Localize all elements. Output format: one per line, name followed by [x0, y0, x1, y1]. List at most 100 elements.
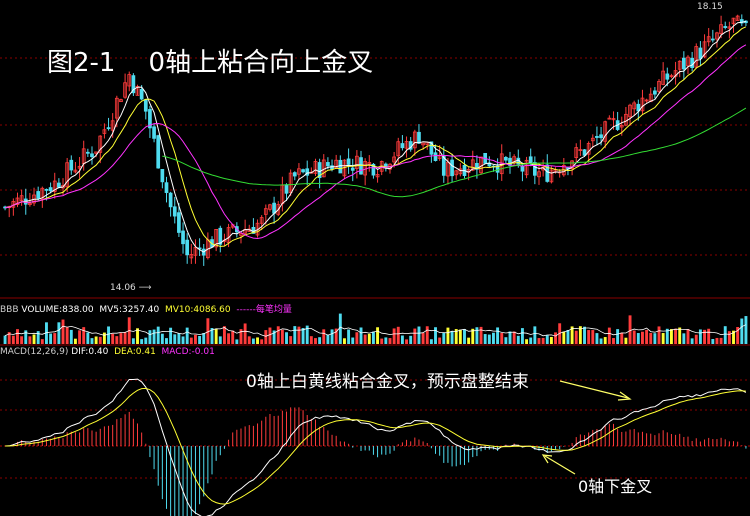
candle-body — [677, 60, 682, 70]
volume-bar — [235, 339, 239, 344]
candle-body — [19, 195, 24, 201]
candle-body — [263, 208, 268, 215]
candle-body — [218, 227, 223, 245]
volume-bar — [740, 318, 744, 344]
candle-body — [595, 136, 599, 138]
volume-bar — [123, 332, 127, 344]
volume-bar — [227, 333, 231, 344]
volume-ma5-line — [4, 324, 747, 337]
candle-body — [532, 162, 537, 176]
volume-panel-label: BBB VOLUME:838.00 MV5:3257.40 MV10:4086.… — [0, 302, 292, 315]
candle-body — [723, 26, 728, 28]
volume-bar — [268, 327, 272, 344]
candle-body — [549, 169, 554, 183]
candle-body — [48, 187, 53, 192]
candle-body — [404, 141, 409, 149]
volume-bar — [371, 331, 375, 344]
volume-bar — [653, 333, 657, 344]
arrow-upper-annotation — [559, 380, 629, 399]
candle-body — [268, 204, 272, 210]
volume-bar — [429, 339, 433, 344]
volume-bar — [45, 322, 48, 344]
macd-panel-label: MACD(12,26,9) DIF:0.40 DEA:0.41 MACD:-0.… — [0, 347, 215, 357]
volume-bar — [616, 329, 620, 344]
volume-bar — [417, 326, 421, 344]
candle-body — [421, 142, 425, 146]
candle-body — [450, 159, 454, 177]
volume-bar — [678, 327, 682, 344]
volume-bar — [206, 318, 210, 344]
volume-bar — [665, 328, 669, 344]
candle-body — [317, 162, 322, 179]
macd-params: MACD(12,26,9) — [0, 347, 69, 357]
candle-body — [611, 118, 616, 121]
volume-bar — [471, 328, 475, 344]
volume-bar — [305, 325, 309, 344]
volume-bar — [177, 333, 181, 344]
candle-body — [276, 204, 281, 215]
volume-bar — [239, 329, 243, 344]
volume-bar — [256, 337, 259, 344]
volume-bar — [289, 336, 293, 344]
candle-body — [657, 81, 661, 92]
volume-bar — [516, 335, 520, 344]
volume-bar — [421, 332, 425, 344]
candle-body — [114, 97, 119, 119]
candle-body — [156, 135, 161, 169]
volume-bar — [450, 331, 454, 344]
candle-body — [110, 120, 115, 131]
candle-body — [350, 167, 355, 171]
volume-bar — [78, 330, 82, 344]
candle-body — [123, 82, 127, 98]
volume-bar — [24, 330, 28, 344]
volume-bar — [86, 332, 90, 344]
volume-bar — [442, 332, 446, 344]
volume-bar — [156, 326, 160, 344]
candle-body — [69, 159, 74, 171]
volume-bar — [554, 332, 557, 344]
candle-body — [599, 134, 603, 139]
candle-body — [36, 191, 41, 199]
candle-body — [131, 75, 136, 94]
candle-body — [545, 164, 550, 182]
candle-body — [85, 151, 90, 154]
candle-body — [284, 184, 289, 194]
volume-ma10: MV10:4086.60 — [165, 305, 231, 315]
volume-bar — [396, 326, 400, 344]
candle-body — [475, 162, 479, 170]
candle-body — [417, 131, 421, 144]
dea-line — [5, 387, 746, 505]
volume-bar — [165, 338, 168, 344]
volume-bar — [40, 339, 44, 344]
volume-bar — [36, 331, 40, 344]
candle-body — [177, 212, 181, 233]
volume-bar — [388, 338, 392, 344]
low-price-label: 14.06 ⟶ — [110, 283, 152, 293]
candle-body — [739, 19, 744, 24]
volume-bar — [541, 337, 545, 344]
volume-bar — [570, 326, 574, 344]
volume-bar — [566, 329, 570, 344]
macd-panel — [5, 378, 747, 516]
volume-bar — [603, 337, 607, 344]
volume-ma5: MV5:3257.40 — [99, 305, 160, 315]
volume-bar — [28, 336, 32, 344]
candle-body — [632, 102, 637, 110]
candle-body — [259, 217, 264, 224]
candle-body — [661, 70, 666, 85]
candle-body — [139, 89, 144, 100]
candle-body — [619, 125, 624, 128]
volume-bar — [690, 338, 694, 344]
volume-bar — [61, 319, 65, 344]
volume-bar — [32, 334, 36, 344]
volume-bar — [682, 333, 686, 344]
candle-body — [735, 15, 740, 21]
arrowhead-lower — [541, 454, 553, 464]
volume-bar — [218, 336, 222, 344]
volume-bar — [520, 328, 524, 344]
volume-bar — [727, 331, 731, 344]
candle-body — [160, 169, 165, 183]
candle-body — [367, 162, 372, 165]
volume-bar — [343, 338, 346, 344]
candle-body — [371, 163, 376, 176]
